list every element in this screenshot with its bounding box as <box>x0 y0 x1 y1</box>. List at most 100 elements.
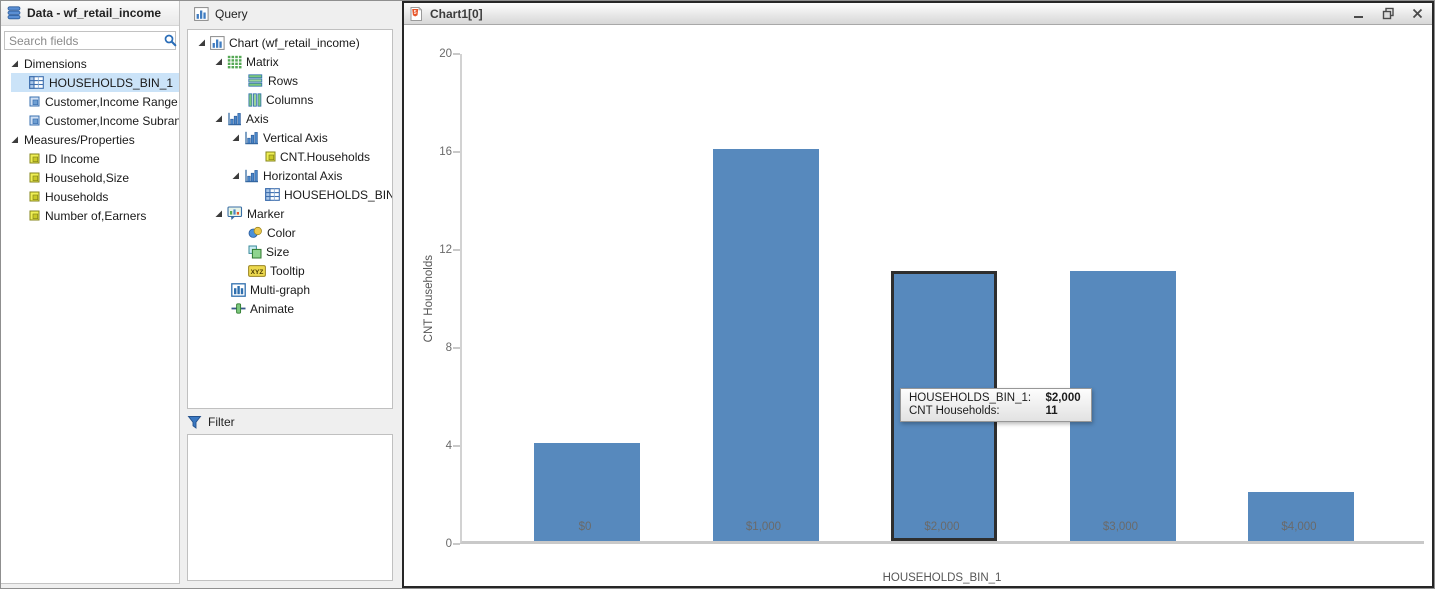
chart-icon <box>210 35 225 50</box>
y-axis-tick-label: 16 <box>439 146 452 158</box>
tooltip-row-value: 11 <box>1045 405 1058 417</box>
query-node-label: Tooltip <box>270 263 305 278</box>
search-fields-input[interactable] <box>9 33 164 48</box>
y-axis-tick-label: 4 <box>445 440 452 452</box>
query-node-rows[interactable]: Rows <box>188 71 392 90</box>
close-icon[interactable] <box>1410 7 1424 21</box>
query-node-tooltip[interactable]: XYZ Tooltip <box>188 261 392 280</box>
columns-icon <box>248 92 262 107</box>
axis-icon <box>244 131 259 145</box>
query-node-columns[interactable]: Columns <box>188 90 392 109</box>
expander-icon[interactable] <box>198 39 206 47</box>
data-field-households-bin-1[interactable]: HOUSEHOLDS_BIN_1 <box>11 73 179 92</box>
query-node-multi-graph[interactable]: Multi-graph <box>188 280 392 299</box>
y-axis-title: CNT Households <box>423 255 435 343</box>
query-node-label: Chart (wf_retail_income) <box>229 35 360 50</box>
expander-icon[interactable] <box>11 60 19 68</box>
x-axis-category-label: $1,000 <box>745 521 782 533</box>
data-panel-header: Data - wf_retail_income <box>1 1 179 26</box>
expander-icon[interactable] <box>232 172 240 180</box>
axis-icon <box>244 169 259 183</box>
bar-4000[interactable] <box>1248 492 1354 541</box>
data-field-customer-income-range[interactable]: Customer,Income Range <box>11 92 179 111</box>
data-field-label: Customer,Income Range <box>45 94 178 109</box>
query-panel: Query Chart (wf_retail_income) Matrix Rows… <box>181 1 397 588</box>
rows-icon <box>248 74 264 87</box>
data-field-household-size[interactable]: Household,Size <box>11 168 179 187</box>
y-axis-tick <box>453 249 460 251</box>
query-node-cnt-households[interactable]: CNT.Households <box>188 147 392 166</box>
expander-icon[interactable] <box>11 136 19 144</box>
tooltip-row-label: CNT Households: <box>909 405 1000 417</box>
query-node-label: Color <box>267 225 296 240</box>
measure-icon <box>29 153 40 164</box>
measure-icon <box>29 191 40 202</box>
query-node-color[interactable]: Color <box>188 223 392 242</box>
query-node-axis[interactable]: Axis <box>188 109 392 128</box>
query-node-size[interactable]: Size <box>188 242 392 261</box>
y-axis-tick <box>453 151 460 153</box>
data-field-label: Number of,Earners <box>45 208 147 223</box>
measure-icon <box>29 210 40 221</box>
document-icon: 5 <box>408 6 424 22</box>
expander-icon[interactable] <box>232 134 240 142</box>
query-node-animate[interactable]: Animate <box>188 299 392 318</box>
data-section-label: Dimensions <box>24 56 87 71</box>
query-node-marker[interactable]: Marker <box>188 204 392 223</box>
data-section-dimensions[interactable]: Dimensions <box>1 54 179 73</box>
chart-window: 5 Chart1[0] <box>402 1 1434 588</box>
x-axis-category-label: $4,000 <box>1281 521 1317 533</box>
data-field-label: HOUSEHOLDS_BIN_1 <box>49 75 174 90</box>
query-node-chart-wf-retail-income-[interactable]: Chart (wf_retail_income) <box>188 33 392 52</box>
y-axis-tick <box>453 347 460 349</box>
query-node-label: CNT.Households <box>280 149 371 164</box>
query-node-label: Animate <box>250 301 295 316</box>
size-icon <box>248 245 262 259</box>
x-axis-category-label: $2,000 <box>924 521 960 533</box>
x-axis-title: HOUSEHOLDS_BIN_1 <box>882 572 1002 584</box>
bar-0[interactable] <box>534 443 640 541</box>
expander-icon[interactable] <box>215 115 223 123</box>
chart-canvas: CNT Households 0 4 8 12 16 20 HOUSEHOLDS_BIN_… <box>404 25 1432 586</box>
data-field-id-income[interactable]: ID Income <box>11 149 179 168</box>
query-node-label: Vertical Axis <box>263 130 328 145</box>
filter-label: Filter <box>208 415 235 429</box>
data-field-number-of-earners[interactable]: Number of,Earners <box>11 206 179 225</box>
data-panel-title: Data - wf_retail_income <box>27 6 162 20</box>
query-node-horizontal-axis[interactable]: Horizontal Axis <box>188 166 392 185</box>
filter-dropzone[interactable] <box>187 434 393 581</box>
expander-icon[interactable] <box>215 210 223 218</box>
search-icon[interactable] <box>164 34 177 47</box>
query-panel-header: Query <box>181 1 397 26</box>
tooltip-row-label: HOUSEHOLDS_BIN_1: <box>909 392 1032 404</box>
bar-1000[interactable] <box>712 149 819 541</box>
plot-area: 0 4 8 12 16 20 <box>439 48 1424 550</box>
query-node-label: Size <box>266 244 290 259</box>
chart-tooltip: HOUSEHOLDS_BIN_1: $2,000 CNT Households: 11 <box>900 388 1092 422</box>
query-node-label: Matrix <box>246 54 279 69</box>
query-node-matrix[interactable]: Matrix <box>188 52 392 71</box>
chart-window-titlebar[interactable]: 5 Chart1[0] <box>404 3 1432 25</box>
data-section-label: Measures/Properties <box>24 132 135 147</box>
filter-icon <box>187 415 202 430</box>
data-field-households[interactable]: Households <box>11 187 179 206</box>
search-fields-box[interactable] <box>4 31 177 50</box>
data-section-measures-properties[interactable]: Measures/Properties <box>1 130 179 149</box>
query-node-households-bin-1[interactable]: HOUSEHOLDS_BIN_1 <box>188 185 392 204</box>
query-node-label: Axis <box>246 111 269 126</box>
minimize-icon[interactable] <box>1352 7 1366 21</box>
animate-icon <box>231 303 246 314</box>
restore-icon[interactable] <box>1381 7 1395 21</box>
query-node-vertical-axis[interactable]: Vertical Axis <box>188 128 392 147</box>
tooltip-icon: XYZ <box>248 264 266 277</box>
query-node-label: Columns <box>266 92 314 107</box>
data-field-customer-income-subrange[interactable]: Customer,Income Subrange <box>11 111 179 130</box>
query-node-label: Marker <box>247 206 285 221</box>
data-field-label: Customer,Income Subrange <box>45 113 179 128</box>
expander-icon[interactable] <box>215 58 223 66</box>
tooltip-row-value: $2,000 <box>1045 392 1081 404</box>
query-panel-title: Query <box>215 6 248 21</box>
dimension-field-icon <box>29 115 40 126</box>
dimension-table-icon <box>29 76 44 89</box>
